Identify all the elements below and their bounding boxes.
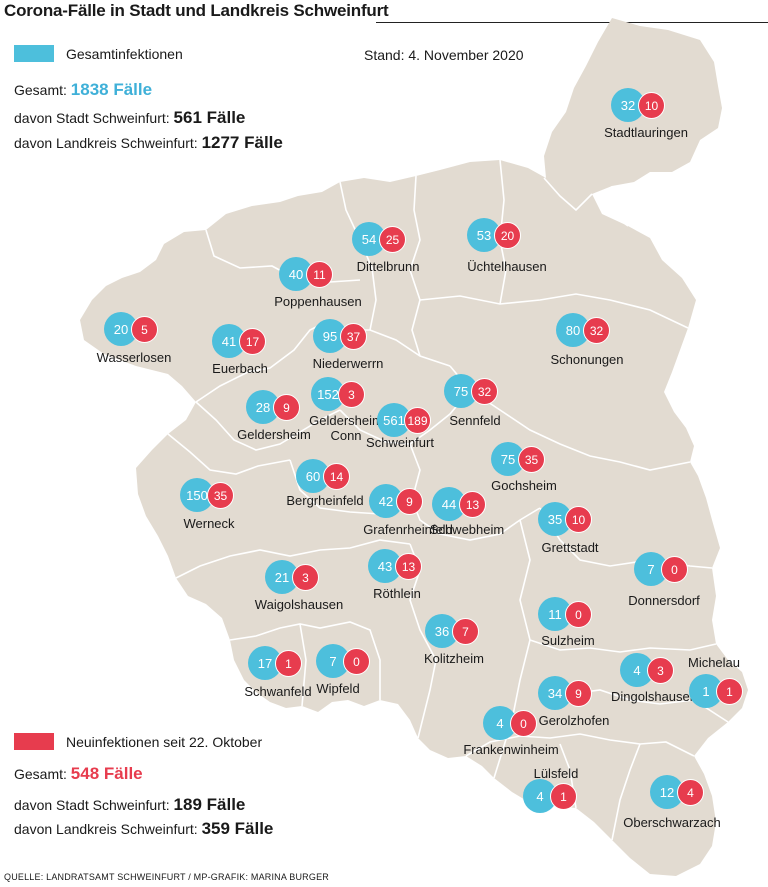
legend-total-land: davon Landkreis Schweinfurt: 1277 Fälle <box>14 133 283 153</box>
new-infections-bubble: 3 <box>647 657 674 684</box>
new-infections-bubble: 13 <box>459 491 486 518</box>
total-infections-bubble: 1 <box>689 674 723 708</box>
total-infections-bubble: 152 <box>311 377 345 411</box>
total-infections-bubble: 53 <box>467 218 501 252</box>
new-infections-bubble: 9 <box>273 394 300 421</box>
new-infections-bubble: 32 <box>471 378 498 405</box>
new-infections-bubble: 0 <box>343 648 370 675</box>
legend-new-label: Neuinfektionen seit 22. Oktober <box>66 734 263 750</box>
place-label: Schwanfeld <box>244 684 312 699</box>
new-infections-bubble: 35 <box>207 482 234 509</box>
legend-total-stadt: davon Stadt Schweinfurt: 561 Fälle <box>14 108 245 128</box>
place-label: Niederwerrn <box>312 356 384 371</box>
new-infections-bubble: 4 <box>677 779 704 806</box>
new-infections-bubble: 1 <box>550 783 577 810</box>
new-infections-bubble: 11 <box>306 261 333 288</box>
new-infections-bubble: 10 <box>565 506 592 533</box>
new-infections-bubble: 0 <box>661 556 688 583</box>
title-rule <box>376 22 768 23</box>
legend-new-gesamt-value: 548 Fälle <box>70 764 143 783</box>
place-label: Euerbach <box>212 361 268 376</box>
place-label: Waigolshausen <box>254 597 344 612</box>
new-infections-bubble: 37 <box>340 323 367 350</box>
new-infections-bubble: 3 <box>292 564 319 591</box>
total-infections-bubble: 21 <box>265 560 299 594</box>
legend-total-gesamt-prefix: Gesamt: <box>14 82 67 98</box>
legend-total-label: Gesamtinfektionen <box>66 46 183 62</box>
new-infections-bubble: 5 <box>131 316 158 343</box>
legend-swatch-total <box>14 45 54 62</box>
new-infections-bubble: 1 <box>716 678 743 705</box>
new-infections-bubble: 13 <box>395 553 422 580</box>
district-outline <box>80 18 748 876</box>
place-label: Wipfeld <box>316 681 360 696</box>
legend-total-gesamt: Gesamt: 1838 Fälle <box>14 80 152 100</box>
place-label: Grafenrheinfeld <box>363 522 453 537</box>
place-label: Dittelbrunn <box>356 259 420 274</box>
place-label: Üchtelhausen <box>467 259 547 274</box>
total-infections-bubble: 150 <box>180 478 214 512</box>
legend-total-stadt-prefix: davon Stadt Schweinfurt: <box>14 110 170 126</box>
new-infections-bubble: 20 <box>494 222 521 249</box>
legend-swatch-new <box>14 733 54 750</box>
new-infections-bubble: 32 <box>583 317 610 344</box>
place-label: Gerolzhofen <box>538 713 610 728</box>
place-label: Donnersdorf <box>628 593 700 608</box>
legend-new-gesamt-prefix: Gesamt: <box>14 766 67 782</box>
place-label: Bergrheinfeld <box>286 493 364 508</box>
new-infections-bubble: 9 <box>565 680 592 707</box>
place-label: Wasserlosen <box>96 350 172 365</box>
legend-total-land-value: 1277 Fälle <box>201 133 283 152</box>
new-infections-bubble: 1 <box>275 650 302 677</box>
legend-new-stadt: davon Stadt Schweinfurt: 189 Fälle <box>14 795 245 815</box>
source-credit: QUELLE: LANDRATSAMT SCHWEINFURT / MP-GRA… <box>4 872 329 882</box>
new-infections-bubble: 3 <box>338 381 365 408</box>
legend-new-gesamt: Gesamt: 548 Fälle <box>14 764 143 784</box>
total-infections-bubble: 75 <box>491 442 525 476</box>
place-label: Werneck <box>183 516 235 531</box>
place-label: Sulzheim <box>541 633 595 648</box>
place-label: Poppenhausen <box>274 294 362 309</box>
place-label: Schwebheim <box>429 522 505 537</box>
map-title: Corona-Fälle in Stadt und Landkreis Schw… <box>4 1 389 20</box>
place-label: Schonungen <box>550 352 624 367</box>
legend-new-stadt-value: 189 Fälle <box>173 795 246 814</box>
new-infections-bubble: 10 <box>638 92 665 119</box>
place-label: Dingolshausen <box>610 689 698 704</box>
total-infections-bubble: 34 <box>538 676 572 710</box>
new-infections-bubble: 189 <box>404 407 431 434</box>
place-label: Sennfeld <box>449 413 501 428</box>
new-infections-bubble: 17 <box>239 328 266 355</box>
new-infections-bubble: 9 <box>396 488 423 515</box>
place-label: Oberschwarzach <box>623 815 721 830</box>
legend-new-land-value: 359 Fälle <box>201 819 274 838</box>
place-label: Geldersheim <box>237 427 311 442</box>
place-label: Michelau <box>687 655 741 670</box>
place-label: Grettstadt <box>541 540 599 555</box>
place-label: Kolitzheim <box>424 651 484 666</box>
place-label: Stadtlauringen <box>604 125 688 140</box>
new-infections-bubble: 25 <box>379 226 406 253</box>
place-label: Lülsfeld <box>533 766 579 781</box>
place-label: Gochsheim <box>491 478 557 493</box>
new-infections-bubble: 7 <box>452 618 479 645</box>
place-label: Röthlein <box>373 586 421 601</box>
new-infections-bubble: 0 <box>510 710 537 737</box>
place-label: Frankenwinheim <box>463 742 559 757</box>
place-label: Geldersheim Conn <box>309 413 383 443</box>
legend-total-gesamt-value: 1838 Fälle <box>70 80 153 99</box>
place-label: Schweinfurt <box>366 435 434 450</box>
legend-total-land-prefix: davon Landkreis Schweinfurt: <box>14 135 198 151</box>
stand-date: Stand: 4. November 2020 <box>364 47 524 63</box>
new-infections-bubble: 0 <box>565 601 592 628</box>
legend-new-stadt-prefix: davon Stadt Schweinfurt: <box>14 797 170 813</box>
legend-total-stadt-value: 561 Fälle <box>173 108 246 127</box>
legend-new-land-prefix: davon Landkreis Schweinfurt: <box>14 821 198 837</box>
new-infections-bubble: 35 <box>518 446 545 473</box>
legend-new-land: davon Landkreis Schweinfurt: 359 Fälle <box>14 819 273 839</box>
total-infections-bubble: 42 <box>369 484 403 518</box>
new-infections-bubble: 14 <box>323 463 350 490</box>
